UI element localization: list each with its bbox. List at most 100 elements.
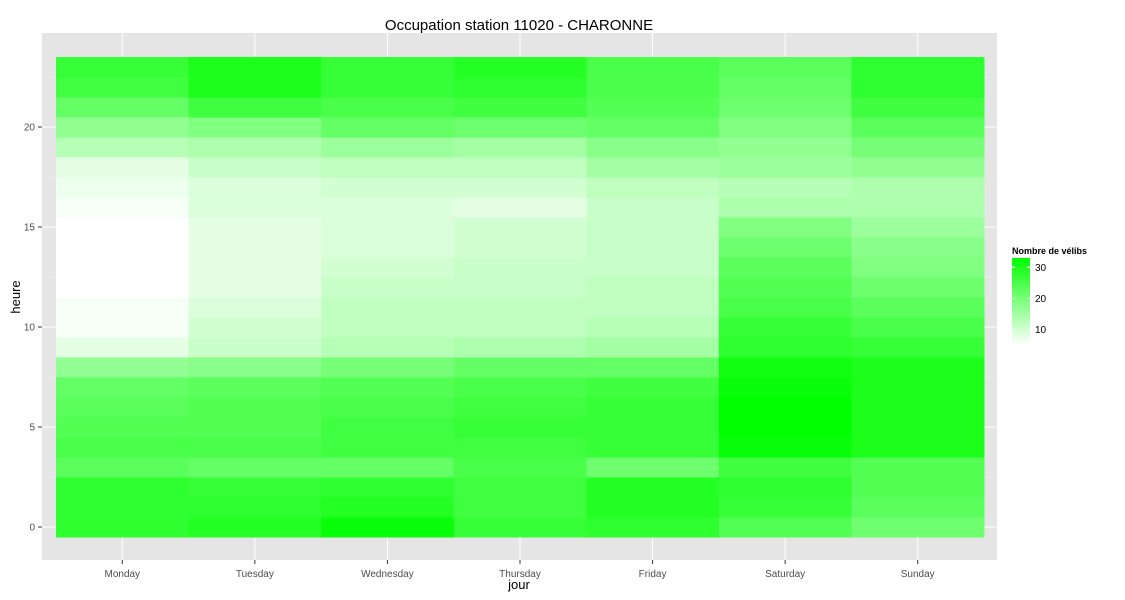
heatmap-cell (56, 157, 190, 178)
heatmap-cell (56, 377, 190, 398)
legend-ticks: 10 20 30 (1012, 263, 1047, 336)
heatmap-cell (56, 397, 190, 418)
heatmap-cell (453, 477, 587, 498)
heatmap-cell (718, 137, 852, 158)
heatmap-cell (851, 457, 985, 478)
heatmap-cell (851, 517, 985, 538)
heatmap-cell (851, 337, 985, 358)
heatmap-cell (718, 237, 852, 258)
heatmap-cell (851, 117, 985, 138)
heatmap-cell (453, 457, 587, 478)
heatmap-cell (586, 197, 720, 218)
heatmap-cell (718, 337, 852, 358)
color-legend: Nombre de vélibs 10 20 30 (1012, 246, 1087, 345)
x-tick-label: Wednesday (361, 569, 414, 580)
heatmap-cell (718, 97, 852, 118)
heatmap-cell (321, 497, 455, 518)
heatmap-cell (321, 317, 455, 338)
heatmap-cell (586, 157, 720, 178)
heatmap-cell (718, 317, 852, 338)
y-tick-label: 0 (29, 523, 35, 534)
heatmap-cell (188, 177, 322, 198)
heatmap-cell (188, 197, 322, 218)
heatmap-cell (586, 297, 720, 318)
heatmap-cell (453, 337, 587, 358)
heatmap-cell (586, 177, 720, 198)
heatmap-cell (321, 457, 455, 478)
heatmap-cell (453, 97, 587, 118)
heatmap-cell (56, 517, 190, 538)
heatmap-cell (851, 297, 985, 318)
legend-title: Nombre de vélibs (1012, 246, 1087, 256)
heatmap-cell (586, 97, 720, 118)
heatmap-cell (586, 217, 720, 238)
heatmap-cell (586, 237, 720, 258)
heatmap-cell (56, 77, 190, 98)
heatmap-cell (56, 237, 190, 258)
x-tick-label: Saturday (765, 569, 805, 580)
x-tick-label: Tuesday (236, 569, 274, 580)
heatmap-cell (188, 317, 322, 338)
heatmap-cell (188, 237, 322, 258)
heatmap-cell (851, 197, 985, 218)
heatmap-cell (851, 477, 985, 498)
heatmap-cell (718, 417, 852, 438)
heatmap-cell (453, 257, 587, 278)
heatmap-cell (586, 357, 720, 378)
heatmap-cell (453, 377, 587, 398)
heatmap-cell (718, 377, 852, 398)
heatmap-cell (586, 477, 720, 498)
x-tick-label: Monday (104, 569, 140, 580)
heatmap-cell (586, 517, 720, 538)
heatmap-cell (718, 477, 852, 498)
heatmap-cell (718, 157, 852, 178)
heatmap-cell (453, 437, 587, 458)
heatmap-cell (188, 117, 322, 138)
heatmap-cell (321, 297, 455, 318)
heatmap-cell (851, 217, 985, 238)
heatmap-cell (188, 437, 322, 458)
heatmap-cell (851, 437, 985, 458)
heatmap-cell (586, 457, 720, 478)
heatmap-cell (56, 57, 190, 78)
heatmap-cell (718, 197, 852, 218)
heatmap-cell (453, 137, 587, 158)
heatmap-cell (453, 237, 587, 258)
heatmap-cell (586, 437, 720, 458)
heatmap-cell (851, 497, 985, 518)
heatmap-cell (851, 137, 985, 158)
heatmap-cell (718, 57, 852, 78)
heatmap-cell (586, 397, 720, 418)
heatmap-cell (718, 177, 852, 198)
heatmap-cell (453, 157, 587, 178)
heatmap-cell (453, 297, 587, 318)
heatmap-cell (851, 237, 985, 258)
heatmap-cell (586, 317, 720, 338)
heatmap-cell (453, 497, 587, 518)
heatmap-cell (56, 497, 190, 518)
heatmap-cell (188, 477, 322, 498)
heatmap-cell (851, 317, 985, 338)
heatmap-cell (321, 197, 455, 218)
heatmap-cell (453, 77, 587, 98)
heatmap-cell (851, 57, 985, 78)
heatmap-cell (188, 217, 322, 238)
heatmap-cell (188, 157, 322, 178)
heatmap-cell (851, 77, 985, 98)
heatmap-cell (188, 457, 322, 478)
heatmap-cell (56, 217, 190, 238)
heatmap-cell (56, 277, 190, 298)
heatmap-cell (56, 257, 190, 278)
heatmap-cell (453, 177, 587, 198)
heatmap-cell (56, 337, 190, 358)
heatmap-cell (188, 517, 322, 538)
heatmap-cell (188, 357, 322, 378)
x-axis-title: jour (507, 577, 530, 592)
heatmap-cell (56, 197, 190, 218)
x-tick-label: Sunday (901, 569, 935, 580)
heatmap-cell (321, 477, 455, 498)
heatmap-cell (56, 417, 190, 438)
heatmap-cell (851, 97, 985, 118)
heatmap-cell (188, 277, 322, 298)
